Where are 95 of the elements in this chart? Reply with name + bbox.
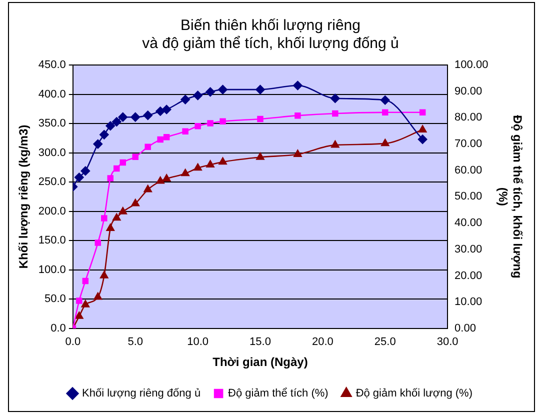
- point: [114, 165, 120, 172]
- y2-tick-label: 10.00: [454, 296, 482, 308]
- point: [218, 157, 227, 165]
- x-tick-label: 30.0: [436, 336, 458, 348]
- point: [93, 139, 103, 149]
- point: [418, 125, 427, 132]
- x-tick-label: 0.0: [65, 336, 81, 348]
- point: [118, 112, 128, 122]
- point: [143, 110, 153, 120]
- point: [330, 94, 340, 104]
- point: [131, 198, 140, 206]
- point: [144, 184, 152, 192]
- y2-axis-title: Độ giảm thể tích, khối lượng (%): [496, 115, 524, 278]
- point: [130, 112, 140, 122]
- point: [218, 84, 228, 94]
- y2-tick-label: 50.00: [454, 190, 482, 203]
- point: [80, 166, 90, 176]
- point: [162, 174, 171, 182]
- point: [82, 278, 89, 284]
- y2-tick-label: 40.00: [454, 217, 482, 230]
- y2-tick-label: 0.00: [454, 322, 476, 334]
- point: [101, 215, 108, 222]
- y-tick-label: 150.0: [38, 234, 66, 247]
- point: [99, 130, 109, 140]
- point: [118, 207, 127, 214]
- point: [294, 150, 302, 157]
- point: [182, 128, 188, 134]
- point: [380, 95, 390, 105]
- legend-label: Độ giảm thể tích (%): [228, 388, 328, 400]
- point: [106, 121, 116, 131]
- point: [163, 134, 170, 140]
- point: [162, 104, 172, 114]
- point: [332, 110, 338, 117]
- point: [207, 120, 214, 126]
- point: [193, 90, 202, 100]
- y2-tick-label: 60.00: [454, 164, 482, 176]
- y2-tick-label: 90.00: [454, 85, 482, 98]
- x-tick-label: 10.0: [187, 336, 209, 348]
- point: [75, 312, 84, 319]
- y-tick-label: 300.0: [38, 146, 66, 159]
- point: [74, 172, 84, 182]
- y2-tick-label: 100.00: [454, 59, 488, 72]
- point: [112, 213, 121, 221]
- legend-label: Khối lượng riêng đống ủ: [82, 388, 201, 400]
- point: [106, 224, 115, 231]
- point: [94, 292, 102, 300]
- point: [257, 116, 264, 122]
- point: [181, 168, 190, 176]
- y2-tick-label: 30.00: [454, 243, 482, 256]
- x-tick-label: 15.0: [250, 336, 271, 348]
- y-tick-label: 250.0: [38, 176, 66, 188]
- point: [256, 152, 264, 160]
- y2-tick-label: 20.00: [454, 270, 482, 282]
- y-tick-label: 200.0: [38, 205, 66, 218]
- point: [180, 94, 190, 104]
- point: [294, 112, 301, 119]
- point: [293, 80, 302, 90]
- point: [144, 144, 151, 150]
- point: [157, 136, 164, 143]
- x-tick-label: 25.0: [374, 336, 396, 348]
- point: [100, 271, 108, 278]
- point: [107, 175, 114, 182]
- y2-tick-label: 70.00: [454, 138, 482, 150]
- point: [81, 300, 90, 308]
- point: [194, 122, 201, 130]
- y-tick-label: 400.0: [38, 88, 66, 100]
- point: [132, 154, 138, 160]
- chart-title: Biến thiên khối lượng riêng và độ giảm thể tích, khối lượng đống ủ: [142, 17, 399, 52]
- x-tick-label: 20.0: [312, 336, 334, 348]
- y-axis-title: Khối lượng riêng (kg/m3): [16, 124, 31, 269]
- y-tick-label: 50.0: [44, 293, 66, 306]
- point: [206, 87, 215, 97]
- y-tick-label: 350.0: [38, 118, 66, 130]
- x-axis-title: Thời gian (Ngày): [212, 355, 308, 370]
- y2-tick-label: 80.00: [454, 112, 482, 124]
- y-tick-label: 0.0: [50, 322, 66, 334]
- point: [94, 240, 102, 246]
- point: [194, 163, 202, 171]
- point: [120, 159, 126, 166]
- point: [381, 138, 390, 146]
- point: [76, 298, 82, 304]
- point: [419, 109, 426, 116]
- point: [206, 160, 214, 168]
- x-tick-label: 5.0: [128, 336, 144, 348]
- y-tick-label: 100.0: [38, 264, 66, 276]
- legend-label: Độ giảm khối lượng (%): [356, 388, 472, 400]
- point: [382, 109, 388, 116]
- point: [112, 117, 122, 126]
- point: [331, 140, 340, 148]
- point: [156, 176, 164, 184]
- point: [156, 106, 165, 116]
- point: [220, 118, 226, 124]
- point: [418, 134, 428, 144]
- y-tick-label: 450.0: [38, 59, 66, 72]
- point: [256, 84, 265, 94]
